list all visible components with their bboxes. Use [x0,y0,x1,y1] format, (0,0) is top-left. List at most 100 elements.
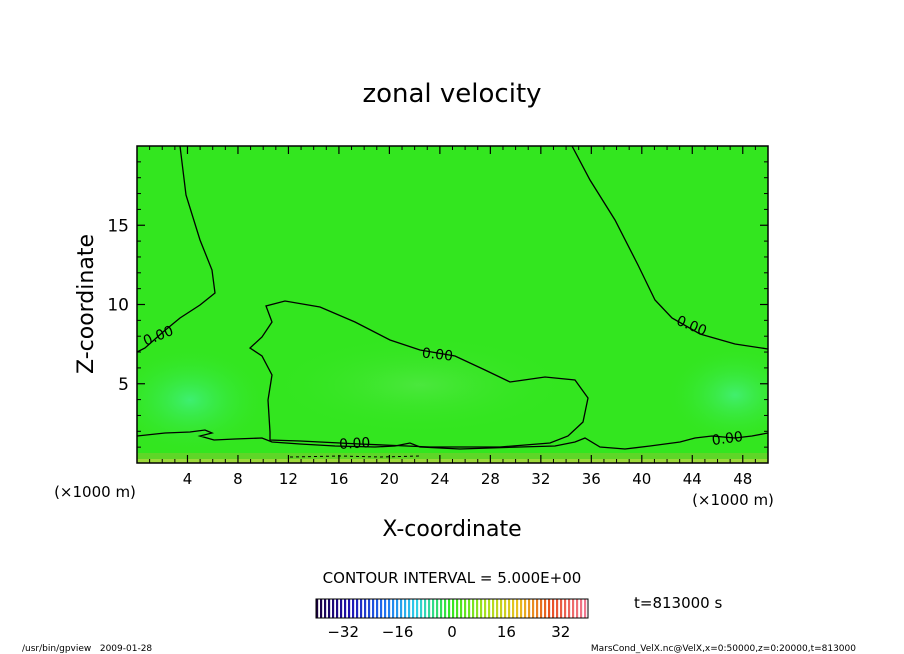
colorbar-cell [480,599,483,618]
colorbar-cell-gap [406,599,408,618]
contour-bottom [137,429,768,450]
colorbar-cell [320,599,323,618]
contour-lines [137,146,768,458]
colorbar-tick-label: 32 [551,623,570,641]
colorbar-cell [324,599,327,618]
colorbar [316,599,588,618]
colorbar-cell-gap [462,599,464,618]
colorbar-cell [456,599,459,618]
x-tick-label: 24 [430,470,449,488]
colorbar-cell-gap [350,599,352,618]
colorbar-cell [452,599,455,618]
colorbar-cell-gap [362,599,364,618]
chart-title: zonal velocity [362,79,541,109]
colorbar-cell [432,599,435,618]
colorbar-cell [516,599,519,618]
colorbar-cell-gap [434,599,436,618]
y-tick-label: 10 [107,296,129,316]
colorbar-cell-gap [562,599,564,618]
colorbar-cell-gap [342,599,344,618]
contour-left [137,146,216,353]
colorbar-cell [336,599,339,618]
colorbar-cell [572,599,575,618]
colorbar-cell-gap [402,599,404,618]
x-tick-label: 28 [481,470,500,488]
colorbar-cell-gap [490,599,492,618]
colorbar-cell [460,599,463,618]
x-axis-label: X-coordinate [382,517,521,542]
colorbar-cell-gap [550,599,552,618]
colorbar-cell-gap [510,599,512,618]
colorbar-cell-gap [578,599,580,618]
colorbar-cell-gap [414,599,416,618]
colorbar-cell-gap [346,599,348,618]
colorbar-cell-gap [478,599,480,618]
colorbar-cell-gap [394,599,396,618]
x-tick-label: 48 [733,470,752,488]
colorbar-cell [540,599,543,618]
colorbar-cell [348,599,351,618]
colorbar-cell-gap [586,599,588,618]
colorbar-cell-gap [334,599,336,618]
colorbar-cell [568,599,571,618]
colorbar-tick-label: −32 [327,623,359,641]
colorbar-cell [576,599,579,618]
y-tick-group: 5 10 15 [107,161,768,448]
colorbar-cell [384,599,387,618]
contour-dashed-bottom [289,455,421,458]
colorbar-cell-gap [474,599,476,618]
contour-label: 0.00 [711,429,744,449]
field-shade-center [270,335,570,435]
colorbar-cell-gap [358,599,360,618]
colorbar-cell-gap [526,599,528,618]
contour-label: 0.00 [339,435,371,453]
x-tick-label: 8 [233,470,243,488]
x-tick-label: 32 [531,470,550,488]
plot-area [137,146,768,463]
colorbar-cell [408,599,411,618]
colorbar-cell [396,599,399,618]
colorbar-cell-gap [390,599,392,618]
colorbar-cell [332,599,335,618]
colorbar-cell-gap [454,599,456,618]
colorbar-cell-gap [466,599,468,618]
footer-right: MarsCond_VelX.nc@VelX,x=0:50000,z=0:2000… [591,644,856,654]
colorbar-cell [388,599,391,618]
colorbar-tick-label: −16 [382,623,414,641]
colorbar-cell-gap [426,599,428,618]
colorbar-cell-gap [398,599,400,618]
colorbar-cell-gap [570,599,572,618]
colorbar-cell [424,599,427,618]
colorbar-cell-gap [554,599,556,618]
colorbar-cell-gap [494,599,496,618]
colorbar-cell-gap [482,599,484,618]
colorbar-cell-gap [326,599,328,618]
colorbar-tick-group: −32 −16 0 16 32 [327,623,570,641]
colorbar-cell [420,599,423,618]
colorbar-cell-gap [378,599,380,618]
field-bottom-band [137,453,768,463]
colorbar-tick-label: 16 [497,623,516,641]
colorbar-cell [352,599,355,618]
colorbar-cell [344,599,347,618]
time-label: t=813000 s [634,594,722,612]
colorbar-cell [428,599,431,618]
x-tick-label: 16 [329,470,348,488]
colorbar-cell [584,599,587,618]
colorbar-cell-gap [366,599,368,618]
x-tick-label: 12 [279,470,298,488]
colorbar-cell-gap [530,599,532,618]
colorbar-cell [368,599,371,618]
colorbar-cell [404,599,407,618]
colorbar-tick-label: 0 [447,623,457,641]
colorbar-cell-gap [422,599,424,618]
colorbar-cell [536,599,539,618]
colorbar-cell-gap [318,599,320,618]
colorbar-cell [400,599,403,618]
colorbar-cell-gap [502,599,504,618]
colorbar-cell [376,599,379,618]
colorbar-frame [315,598,589,619]
colorbar-cell [504,599,507,618]
colorbar-cell-gap [442,599,444,618]
